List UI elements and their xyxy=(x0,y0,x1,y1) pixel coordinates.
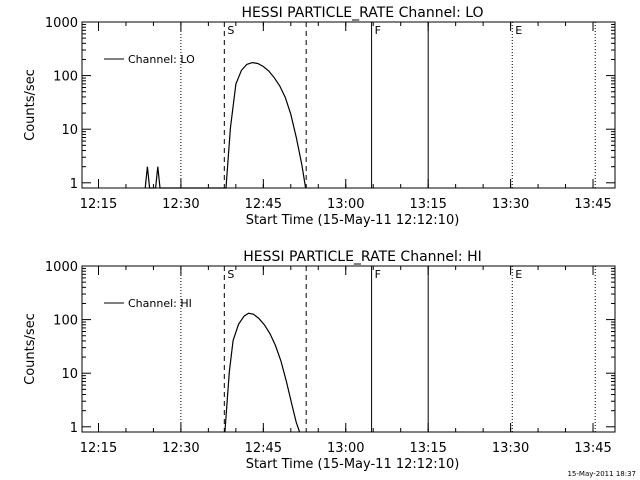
event-marker-label: E xyxy=(515,24,522,37)
event-marker-label: S xyxy=(227,24,234,37)
x-tick-label: 12:30 xyxy=(162,197,199,212)
x-axis-label: Start Time (15-May-11 12:12:10) xyxy=(246,457,460,472)
plot-frame xyxy=(81,265,616,433)
x-tick-label: 12:45 xyxy=(245,441,282,456)
y-axis-label: Counts/sec xyxy=(23,313,38,385)
y-axis-label: Counts/sec xyxy=(23,69,38,141)
series-line xyxy=(144,61,307,189)
event-marker-label: F xyxy=(375,24,381,37)
x-tick-label: 13:00 xyxy=(327,197,364,212)
legend-label: Channel: HI xyxy=(128,297,192,310)
x-tick-label: 13:15 xyxy=(409,441,446,456)
x-tick-label: 13:30 xyxy=(492,441,529,456)
footer-timestamp: 15-May-2011 18:37 xyxy=(567,470,636,478)
y-tick-label: 1 xyxy=(70,421,78,436)
y-tick-label: 100 xyxy=(53,314,78,329)
legend-label: Channel: LO xyxy=(128,53,195,66)
y-tick-label: 10 xyxy=(61,367,78,382)
y-tick-label: 1 xyxy=(70,177,78,192)
y-tick-label: 100 xyxy=(53,70,78,85)
event-marker-label: S xyxy=(227,268,234,281)
x-tick-label: 13:15 xyxy=(409,197,446,212)
y-tick-label: 1000 xyxy=(45,16,78,31)
x-tick-label: 12:30 xyxy=(162,441,199,456)
x-tick-label: 13:45 xyxy=(574,441,611,456)
chart-1: HESSI PARTICLE_RATE Channel: LO S F E 1 10 100… xyxy=(23,5,616,228)
x-tick-label: 12:15 xyxy=(80,441,117,456)
event-marker-label: F xyxy=(375,268,381,281)
x-tick-label: 12:15 xyxy=(80,197,117,212)
x-tick-label: 13:00 xyxy=(327,441,364,456)
x-tick-label: 13:45 xyxy=(574,197,611,212)
plot-frame xyxy=(81,21,616,189)
x-tick-label: 12:45 xyxy=(245,197,282,212)
event-marker-label: E xyxy=(515,268,522,281)
chart-title: HESSI PARTICLE_RATE Channel: HI xyxy=(243,249,481,265)
x-tick-label: 13:30 xyxy=(492,197,529,212)
y-tick-label: 1000 xyxy=(45,260,78,275)
series-line xyxy=(224,312,301,433)
x-axis-label: Start Time (15-May-11 12:12:10) xyxy=(246,213,460,228)
y-tick-label: 10 xyxy=(61,123,78,138)
chart-2: HESSI PARTICLE_RATE Channel: HI S F E 1 10 100… xyxy=(23,249,616,472)
chart-title: HESSI PARTICLE_RATE Channel: LO xyxy=(241,5,483,21)
